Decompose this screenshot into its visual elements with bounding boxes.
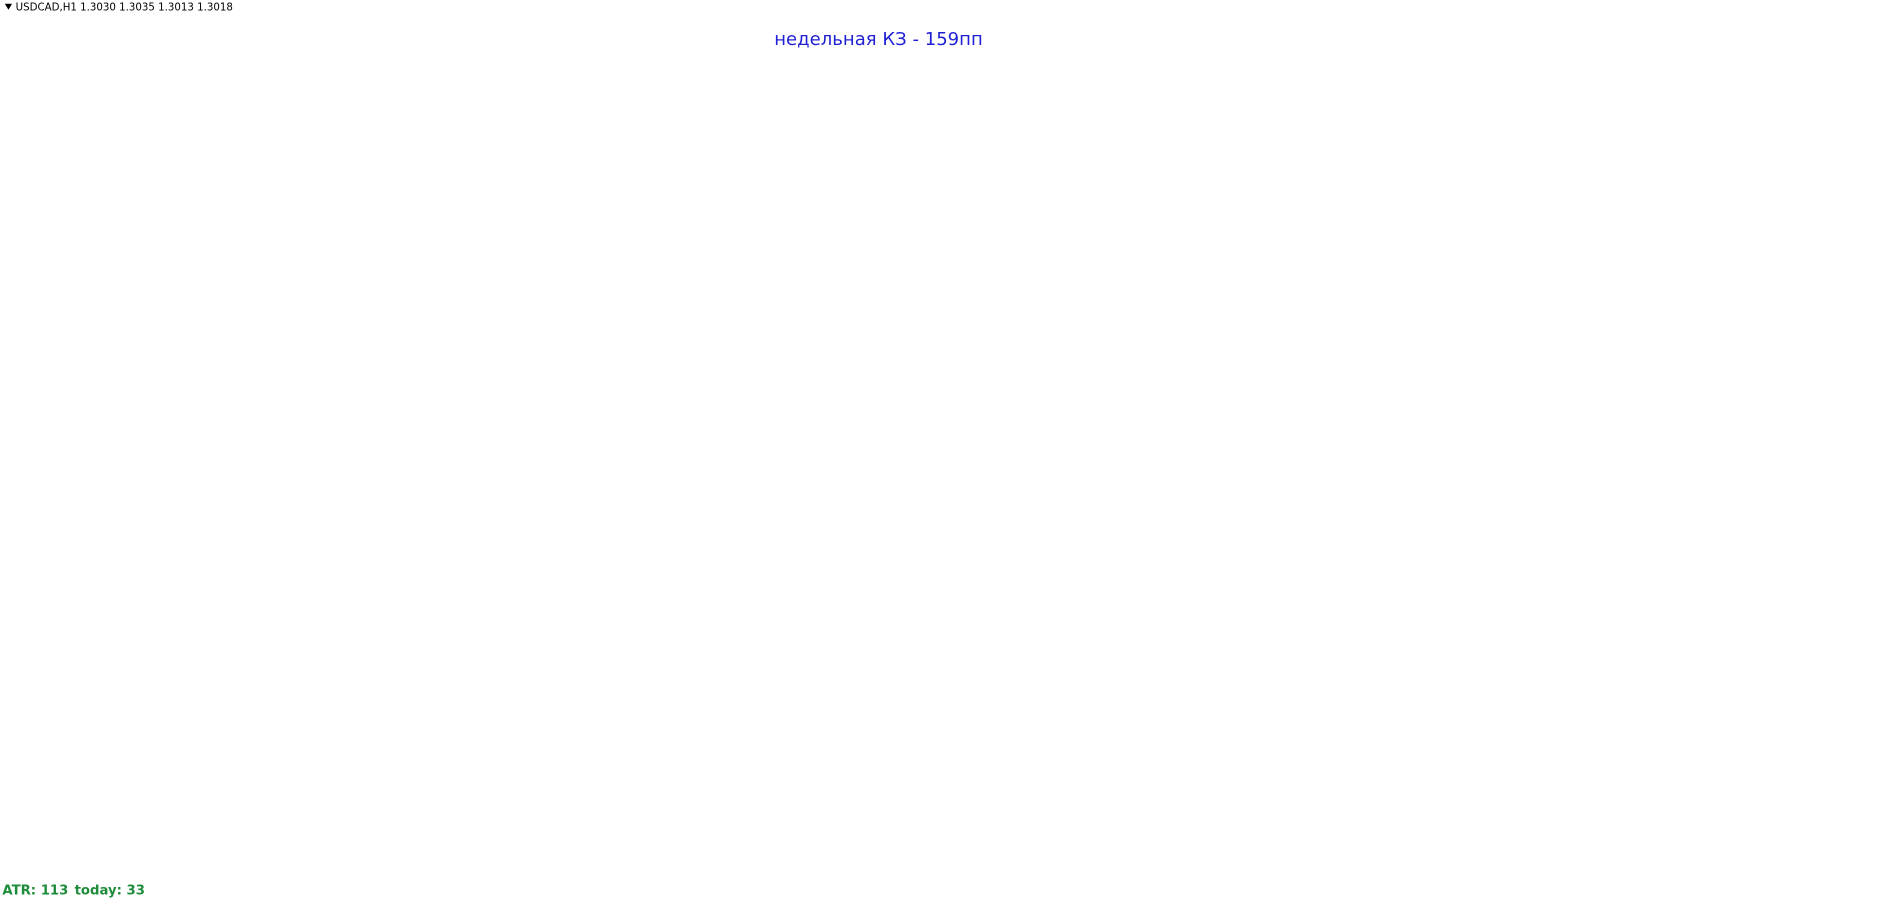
atr-today: today: 33: [75, 884, 145, 899]
header: USDCAD,H1 1.3030 1.3035 1.3013 1.3018: [16, 2, 233, 13]
atr-label: ATR: 113: [2, 884, 68, 899]
chart-title: недельная КЗ - 159пп: [774, 29, 983, 50]
menu-arrow[interactable]: [4, 3, 13, 10]
